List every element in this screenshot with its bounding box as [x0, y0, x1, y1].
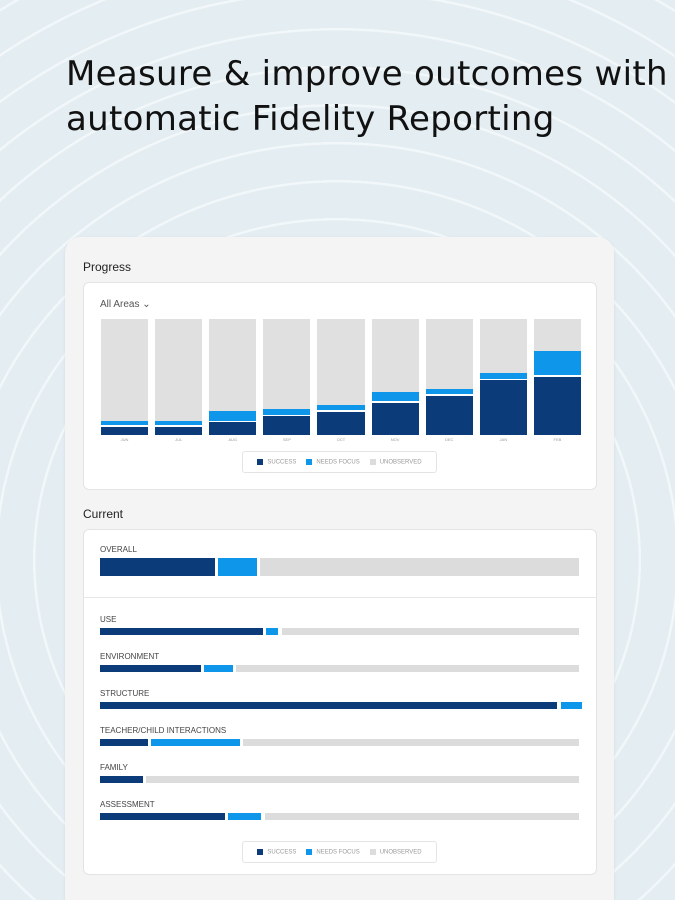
- x-tick-label: FEB: [553, 437, 562, 442]
- bar-segment-success: [317, 411, 365, 435]
- legend-success: SUCCESS: [257, 458, 296, 465]
- progress-bar-jun: JUN: [101, 319, 149, 442]
- bar-segment-needs-focus: [533, 350, 581, 376]
- bar-segment-success: [100, 776, 144, 783]
- bar-segment-success: [155, 426, 203, 435]
- bar-segment-needs-focus: [151, 739, 240, 746]
- legend-success: SUCCESS: [257, 848, 296, 855]
- area-filter-label: All Areas: [100, 299, 140, 310]
- bar-segment-needs-focus: [425, 389, 473, 394]
- bar-segment-needs-focus: [155, 420, 203, 426]
- bar-segment-gap: [425, 393, 473, 396]
- bar-segment-gap: [263, 414, 311, 417]
- x-tick-label: JUL: [175, 437, 183, 442]
- bar-segment-unobserved: [146, 776, 579, 783]
- x-tick-label: NOV: [390, 437, 400, 442]
- row-label: OVERALL: [100, 545, 137, 554]
- row-label: ASSESSMENT: [100, 800, 155, 809]
- current-row-use: USE: [100, 615, 579, 635]
- row-label: ENVIRONMENT: [100, 652, 160, 661]
- bar-segment-success: [100, 558, 215, 576]
- bar-segment-gap: [101, 425, 149, 427]
- bar-segment-success: [101, 426, 149, 435]
- bar-segment-success: [263, 416, 311, 435]
- bar-segment-success: [425, 395, 473, 435]
- bar-segment-needs-focus: [218, 558, 257, 576]
- bar-segment-success: [371, 402, 419, 435]
- bar-segment-gap: [371, 400, 419, 403]
- bar-segment-needs-focus: [227, 813, 262, 820]
- current-legend: SUCCESS NEEDS FOCUS UNOBSERVED: [242, 841, 437, 863]
- bar-segment-gap: [533, 375, 581, 377]
- chevron-down-icon: ⌄: [142, 299, 151, 310]
- progress-bar-aug: AUG: [209, 319, 257, 442]
- bar-segment-success: [100, 702, 558, 709]
- current-title: Current: [83, 507, 124, 521]
- current-row-teacher-child-interactions: TEACHER/CHILD INTERACTIONS: [100, 726, 579, 746]
- fidelity-report-card: Progress All Areas ⌄ JUN JUL AUG SEP OCT NOV D…: [65, 237, 614, 900]
- current-row-environment: ENVIRONMENT: [100, 652, 579, 672]
- bar-segment-needs-focus: [263, 408, 311, 415]
- legend-unobserved: UNOBSERVED: [369, 848, 422, 855]
- bar-segment-success: [209, 422, 257, 435]
- x-tick-label: JUN: [120, 437, 129, 442]
- progress-bar-feb: FEB: [533, 319, 581, 442]
- bar-segment-success: [100, 739, 148, 746]
- bar-segment-success: [533, 377, 581, 435]
- x-tick-label: SEP: [282, 437, 291, 442]
- current-row-assessment: ASSESSMENT: [100, 800, 579, 820]
- bar-segment-gap: [209, 420, 257, 423]
- bar-segment-needs-focus: [479, 372, 527, 379]
- legend-needs-focus: NEEDS FOCUS: [306, 848, 360, 855]
- divider: [84, 597, 596, 598]
- x-tick-label: JAN: [499, 437, 508, 442]
- x-tick-label: DEC: [444, 437, 454, 442]
- bar-segment-success: [100, 813, 225, 820]
- progress-bar-jan: JAN: [479, 319, 527, 442]
- progress-bar-oct: OCT: [317, 319, 365, 442]
- bar-segment-needs-focus: [203, 665, 233, 672]
- current-row-structure: STRUCTURE: [100, 689, 583, 709]
- row-label: FAMILY: [100, 763, 128, 772]
- bar-segment-unobserved: [264, 813, 579, 820]
- bar-segment-success: [479, 380, 527, 435]
- bar-segment-success: [100, 628, 263, 635]
- headline: Measure & improve outcomes with automati…: [66, 54, 668, 139]
- bar-segment-gap: [479, 378, 527, 381]
- bar-segment-needs-focus: [101, 420, 149, 426]
- progress-bar-dec: DEC: [425, 319, 473, 442]
- bar-segment-needs-focus: [209, 411, 257, 421]
- progress-bar-jul: JUL: [155, 319, 203, 442]
- row-label: TEACHER/CHILD INTERACTIONS: [100, 726, 227, 735]
- row-label: USE: [100, 615, 117, 624]
- current-panel: OVERALL USE ENVIRONMENT STRUCTURE TEACHER/CH…: [83, 529, 597, 875]
- bar-segment-unobserved: [243, 739, 579, 746]
- bar-segment-gap: [317, 410, 365, 412]
- bar-segment-needs-focus: [371, 391, 419, 401]
- bar-segment-success: [100, 665, 201, 672]
- bar-segment-needs-focus: [560, 702, 583, 709]
- row-label: STRUCTURE: [100, 689, 150, 698]
- progress-legend: SUCCESS NEEDS FOCUS UNOBSERVED: [242, 451, 437, 473]
- bar-segment-unobserved: [259, 558, 579, 576]
- legend-needs-focus: NEEDS FOCUS: [306, 458, 360, 465]
- current-row-overall: OVERALL: [100, 545, 579, 576]
- x-tick-label: AUG: [228, 437, 238, 442]
- progress-bar-nov: NOV: [371, 319, 419, 442]
- progress-title: Progress: [83, 260, 132, 274]
- bar-segment-needs-focus: [317, 405, 365, 411]
- current-row-family: FAMILY: [100, 763, 579, 783]
- progress-chart: JUN JUL AUG SEP OCT NOV DEC JAN FEB: [101, 319, 581, 442]
- bar-segment-needs-focus: [266, 628, 279, 635]
- x-tick-label: OCT: [336, 437, 346, 442]
- progress-bar-sep: SEP: [263, 319, 311, 442]
- bar-segment-unobserved: [236, 665, 579, 672]
- area-filter-dropdown[interactable]: All Areas ⌄: [100, 299, 151, 310]
- bar-segment-unobserved: [281, 628, 579, 635]
- progress-panel: All Areas ⌄ JUN JUL AUG SEP OCT NOV DEC JAN FEB …: [83, 282, 597, 490]
- legend-unobserved: UNOBSERVED: [369, 458, 422, 465]
- bar-segment-gap: [155, 425, 203, 427]
